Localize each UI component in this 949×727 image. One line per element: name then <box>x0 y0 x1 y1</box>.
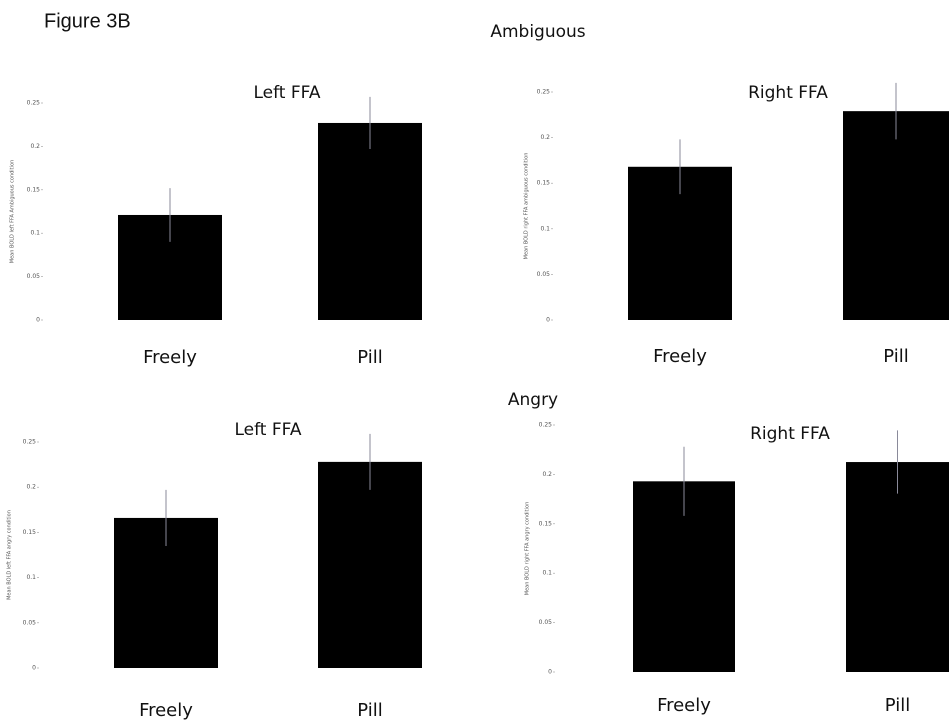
section-title: Angry <box>508 390 558 410</box>
y-tick-label: 0.2 <box>542 471 552 478</box>
y-tick-label: 0.1 <box>542 570 552 577</box>
bar <box>843 111 949 320</box>
y-axis-label: Mean BOLD right FFA ambiguous condition <box>524 153 530 260</box>
y-tick-label: 0.2 <box>30 143 40 150</box>
y-tick-label: 0.2 <box>26 484 36 491</box>
bar <box>846 462 949 672</box>
bar <box>318 461 422 668</box>
y-axis-label: Mean BOLD right FFA angry condition <box>525 502 531 595</box>
x-tick-label: Freely <box>143 347 197 368</box>
chart-title: Right FFA <box>748 83 828 103</box>
y-tick-label: 0.15 <box>23 529 37 536</box>
y-tick-label: 0 <box>546 317 550 324</box>
y-tick-label: 0 <box>36 317 40 324</box>
x-tick-label: Pill <box>885 695 910 716</box>
chart-title: Left FFA <box>234 420 301 440</box>
y-tick-label: 0.05 <box>23 619 37 626</box>
y-tick-label: 0.25 <box>537 89 551 96</box>
y-tick-label: 0.25 <box>27 100 41 107</box>
y-tick-label: 0.15 <box>27 186 41 193</box>
y-axis-label: Mean BOLD left FFA angry condition <box>7 510 13 600</box>
y-tick-label: 0.1 <box>540 225 550 232</box>
y-tick-label: 0.25 <box>23 439 37 446</box>
y-tick-label: 0.05 <box>27 273 41 280</box>
x-tick-label: Pill <box>883 346 908 367</box>
y-tick-label: 0 <box>548 669 552 676</box>
y-tick-label: 0.15 <box>537 180 551 187</box>
y-tick-label: 0.1 <box>26 574 36 581</box>
y-tick-label: 0.05 <box>537 271 551 278</box>
y-tick-label: 0.05 <box>539 619 553 626</box>
chart-title: Left FFA <box>253 83 320 103</box>
chart-title: Right FFA <box>750 424 830 444</box>
y-tick-label: 0.1 <box>30 230 40 237</box>
y-tick-label: 0.25 <box>539 422 553 429</box>
y-tick-label: 0.2 <box>540 134 550 141</box>
x-tick-label: Pill <box>357 700 382 721</box>
y-tick-label: 0.15 <box>539 520 553 527</box>
x-tick-label: Freely <box>139 700 193 721</box>
y-tick-label: 0 <box>32 665 36 672</box>
figure-title: Figure 3B <box>44 10 131 32</box>
x-tick-label: Freely <box>657 695 711 716</box>
x-tick-label: Freely <box>653 346 707 367</box>
x-tick-label: Pill <box>357 347 382 368</box>
y-axis-label: Mean BOLD left FFA Ambiguous condition <box>10 160 16 263</box>
section-title: Ambiguous <box>490 22 585 42</box>
bar <box>318 122 422 321</box>
